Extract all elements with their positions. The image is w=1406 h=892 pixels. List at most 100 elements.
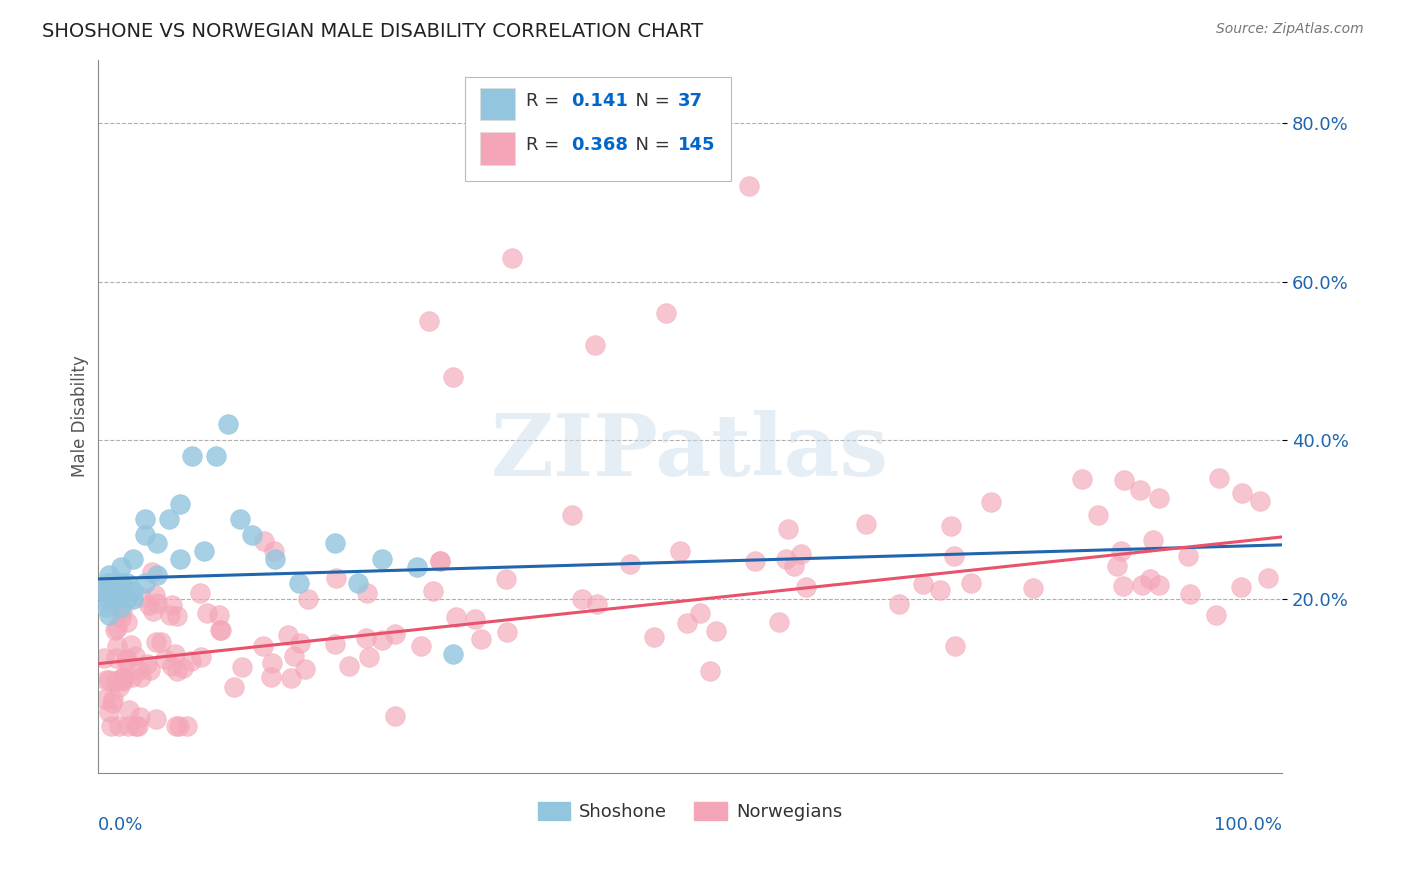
Point <box>111 580 134 594</box>
Point <box>699 664 721 678</box>
Text: 0.0%: 0.0% <box>97 816 143 834</box>
Point <box>357 649 380 664</box>
Point <box>143 588 166 602</box>
Point <box>146 536 169 550</box>
Point <box>101 696 124 710</box>
Point <box>107 718 129 732</box>
Point <box>384 627 406 641</box>
Point <box>97 673 120 688</box>
Point <box>231 660 253 674</box>
Point <box>205 449 228 463</box>
Point <box>105 621 128 635</box>
Point <box>356 585 378 599</box>
Point <box>114 654 136 668</box>
Text: R =: R = <box>526 92 565 110</box>
Point <box>208 607 231 622</box>
Point <box>180 653 202 667</box>
Point <box>120 639 142 653</box>
Point <box>166 609 188 624</box>
Text: 100.0%: 100.0% <box>1215 816 1282 834</box>
Point <box>181 449 204 463</box>
Point <box>101 692 124 706</box>
Point <box>93 593 115 607</box>
Point <box>1205 608 1227 623</box>
Point <box>217 417 239 432</box>
Point <box>128 710 150 724</box>
Point <box>146 568 169 582</box>
Point <box>169 552 191 566</box>
Point <box>155 652 177 666</box>
Point <box>110 599 132 614</box>
Point <box>138 598 160 612</box>
Point <box>1257 571 1279 585</box>
Point <box>1147 491 1170 505</box>
Point <box>1142 533 1164 547</box>
Point <box>97 706 120 720</box>
Point <box>370 632 392 647</box>
Point <box>446 610 468 624</box>
Point <box>110 611 132 625</box>
Point <box>142 604 165 618</box>
Point <box>1022 581 1045 595</box>
Point <box>775 552 797 566</box>
Point <box>789 547 811 561</box>
Point <box>495 624 517 639</box>
Point <box>125 718 148 732</box>
Point <box>136 657 159 671</box>
Point <box>134 512 156 526</box>
Point <box>115 615 138 629</box>
Text: 145: 145 <box>678 136 716 154</box>
Y-axis label: Male Disability: Male Disability <box>72 356 89 477</box>
Point <box>1070 472 1092 486</box>
Point <box>354 631 377 645</box>
Point <box>1109 544 1132 558</box>
Point <box>141 566 163 580</box>
Point <box>942 549 965 563</box>
Point <box>280 671 302 685</box>
Point <box>94 599 117 614</box>
FancyBboxPatch shape <box>465 78 731 181</box>
Point <box>122 591 145 606</box>
Point <box>190 586 212 600</box>
Point <box>778 522 800 536</box>
Point <box>253 533 276 548</box>
Point <box>93 583 115 598</box>
Point <box>159 607 181 622</box>
Point <box>675 615 697 630</box>
Point <box>169 497 191 511</box>
Point <box>195 607 218 621</box>
Point <box>157 512 180 526</box>
Point <box>422 584 444 599</box>
Point <box>583 338 606 352</box>
Point <box>129 591 152 605</box>
Point <box>134 528 156 542</box>
Point <box>104 591 127 606</box>
Point <box>384 708 406 723</box>
Point <box>1229 581 1251 595</box>
Point <box>783 559 806 574</box>
Point <box>1178 587 1201 601</box>
Point <box>139 663 162 677</box>
Point <box>768 615 790 629</box>
Point <box>124 648 146 663</box>
Point <box>418 314 440 328</box>
FancyBboxPatch shape <box>481 87 515 120</box>
Text: Source: ZipAtlas.com: Source: ZipAtlas.com <box>1216 22 1364 37</box>
Point <box>104 624 127 638</box>
Point <box>470 632 492 647</box>
Point <box>96 575 118 590</box>
Point <box>160 658 183 673</box>
Point <box>264 552 287 566</box>
Point <box>495 572 517 586</box>
Point <box>501 251 523 265</box>
Point <box>1112 473 1135 487</box>
Point <box>145 635 167 649</box>
Point <box>928 583 950 598</box>
Point <box>1139 572 1161 586</box>
Point <box>1249 493 1271 508</box>
Point <box>166 664 188 678</box>
Point <box>855 516 877 531</box>
Point <box>104 583 127 598</box>
Point <box>115 651 138 665</box>
Point <box>263 544 285 558</box>
